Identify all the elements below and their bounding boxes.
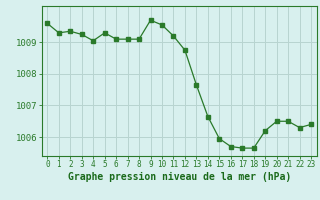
X-axis label: Graphe pression niveau de la mer (hPa): Graphe pression niveau de la mer (hPa) <box>68 172 291 182</box>
